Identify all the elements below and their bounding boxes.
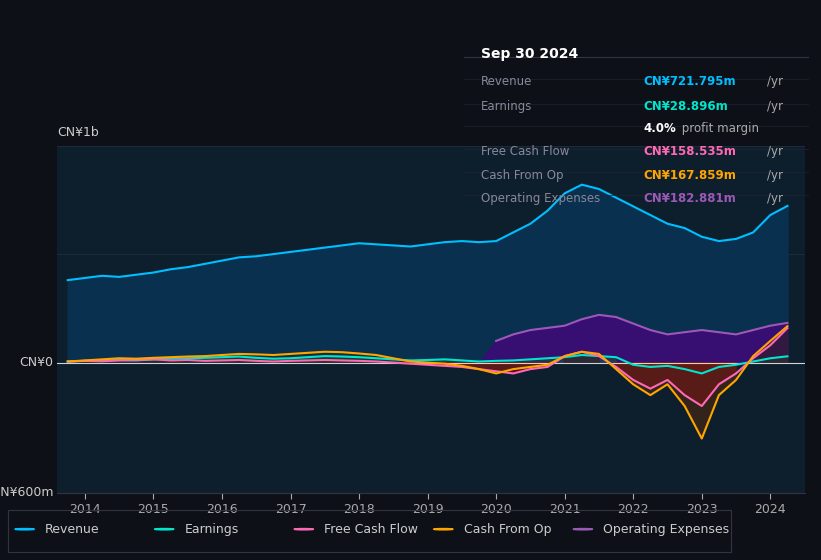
Circle shape — [154, 529, 174, 530]
Text: profit margin: profit margin — [677, 122, 759, 135]
Circle shape — [15, 529, 34, 530]
Text: /yr: /yr — [768, 169, 783, 181]
Bar — [8, 510, 731, 552]
Text: CN¥167.859m: CN¥167.859m — [643, 169, 736, 181]
Text: Revenue: Revenue — [481, 76, 533, 88]
Text: -CN¥600m: -CN¥600m — [0, 486, 53, 500]
Text: Earnings: Earnings — [481, 100, 533, 114]
Circle shape — [573, 529, 593, 530]
Text: Earnings: Earnings — [185, 522, 239, 536]
Text: /yr: /yr — [768, 192, 783, 205]
Text: CN¥1b: CN¥1b — [57, 125, 99, 139]
Circle shape — [433, 529, 453, 530]
Text: CN¥28.896m: CN¥28.896m — [643, 100, 728, 114]
Text: Operating Expenses: Operating Expenses — [481, 192, 600, 205]
Text: Free Cash Flow: Free Cash Flow — [481, 145, 570, 158]
Text: Revenue: Revenue — [45, 522, 100, 536]
Text: /yr: /yr — [768, 145, 783, 158]
Text: Sep 30 2024: Sep 30 2024 — [481, 46, 578, 60]
Text: 4.0%: 4.0% — [643, 122, 676, 135]
Text: CN¥158.535m: CN¥158.535m — [643, 145, 736, 158]
Circle shape — [294, 529, 314, 530]
Text: CN¥182.881m: CN¥182.881m — [643, 192, 736, 205]
Text: Free Cash Flow: Free Cash Flow — [324, 522, 418, 536]
Text: CN¥0: CN¥0 — [20, 356, 53, 369]
Text: /yr: /yr — [768, 76, 783, 88]
Text: Cash From Op: Cash From Op — [481, 169, 563, 181]
Text: Cash From Op: Cash From Op — [464, 522, 552, 536]
Text: CN¥721.795m: CN¥721.795m — [643, 76, 736, 88]
Text: Operating Expenses: Operating Expenses — [603, 522, 730, 536]
Text: /yr: /yr — [768, 100, 783, 114]
